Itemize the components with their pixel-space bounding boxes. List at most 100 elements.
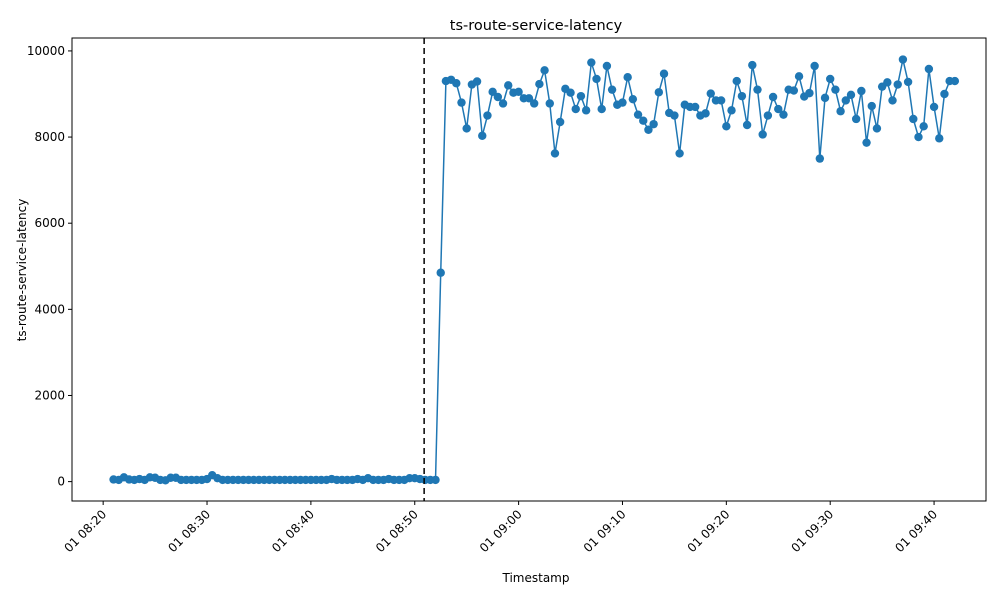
data-point [706, 89, 715, 98]
x-tick-label: 01 09:10 [581, 507, 629, 555]
data-point [576, 91, 586, 101]
plot-area [71, 37, 987, 502]
data-point [851, 114, 861, 124]
data-point [540, 66, 549, 75]
x-axis-label: Timestamp [502, 571, 570, 585]
data-point [690, 102, 700, 112]
data-point [571, 104, 580, 114]
data-point [623, 72, 632, 82]
y-axis-ticks: 0 2000 4000 6000 8000 10000 [27, 44, 72, 489]
data-point [794, 72, 804, 81]
y-axis-label: ts-route-service-latency [15, 199, 29, 342]
data-point [737, 91, 747, 101]
data-point [753, 85, 762, 94]
data-point [924, 64, 934, 74]
plot-frame [71, 37, 987, 502]
x-tick-label: 01 09:20 [685, 507, 733, 555]
data-point [831, 85, 840, 94]
data-point [618, 98, 627, 107]
data-point [675, 149, 684, 158]
data-point [758, 130, 767, 139]
data-point [872, 124, 882, 133]
data-point [493, 92, 503, 102]
data-point [857, 86, 866, 96]
data-point [478, 131, 487, 140]
x-tick-label: 01 08:50 [373, 507, 421, 555]
data-point [940, 89, 949, 99]
data-point [607, 85, 617, 94]
data-point [950, 76, 960, 86]
data-point [815, 154, 825, 163]
data-point [914, 132, 923, 142]
data-point [592, 74, 601, 84]
data-point [805, 88, 814, 98]
data-point [841, 96, 850, 105]
data-point [472, 77, 482, 86]
y-tick-label: 6000 [34, 216, 65, 230]
data-point [602, 61, 612, 71]
chart-title: ts-route-service-latency [450, 18, 623, 34]
data-point [514, 87, 523, 97]
data-point [581, 106, 591, 115]
y-tick-label: 4000 [34, 302, 65, 316]
x-tick-label: 01 08:40 [269, 507, 317, 555]
data-point [701, 109, 710, 118]
data-point [836, 107, 845, 116]
data-point [555, 117, 565, 127]
data-point [654, 88, 664, 97]
data-point [779, 110, 788, 119]
data-point [633, 110, 643, 119]
data-point [566, 88, 575, 97]
series-line [113, 59, 955, 482]
y-tick-label: 2000 [34, 388, 65, 402]
data-point [639, 116, 648, 125]
data-point [587, 58, 596, 67]
data-point [488, 87, 497, 97]
y-tick-label: 8000 [34, 130, 65, 144]
data-point [535, 79, 544, 89]
y-tick-label: 10000 [27, 44, 65, 58]
data-point [763, 111, 773, 120]
data-point [452, 79, 461, 88]
data-point [893, 80, 902, 89]
data-point [846, 90, 856, 100]
data-point [732, 76, 741, 86]
data-point [774, 104, 783, 114]
data-point [670, 111, 679, 120]
data-point [909, 114, 918, 124]
data-point [483, 111, 492, 120]
data-point [628, 94, 638, 104]
data-point [867, 101, 876, 111]
data-point [903, 77, 913, 87]
x-tick-label: 01 09:40 [892, 507, 940, 555]
series-layer [109, 38, 960, 501]
data-point [436, 268, 445, 277]
x-tick-label: 01 08:20 [61, 507, 109, 555]
data-point [742, 120, 752, 130]
data-point [727, 106, 736, 115]
data-point [431, 475, 440, 485]
data-point [529, 99, 539, 108]
data-point [789, 86, 799, 95]
data-point [898, 55, 908, 64]
data-point [862, 138, 871, 147]
data-point [888, 96, 897, 105]
data-point [748, 60, 757, 70]
data-point [498, 99, 508, 108]
data-point [716, 96, 726, 105]
data-point [597, 104, 606, 114]
x-tick-label: 01 08:30 [165, 507, 213, 555]
data-point [810, 61, 819, 71]
data-point [644, 125, 653, 134]
data-point [883, 78, 892, 87]
y-tick-label: 0 [57, 475, 65, 489]
data-point [722, 122, 731, 131]
data-point [826, 74, 835, 84]
data-point [504, 81, 513, 90]
data-point [919, 122, 928, 131]
data-point [550, 149, 560, 158]
data-point [935, 134, 944, 143]
data-point [820, 93, 830, 103]
data-point [659, 69, 669, 78]
